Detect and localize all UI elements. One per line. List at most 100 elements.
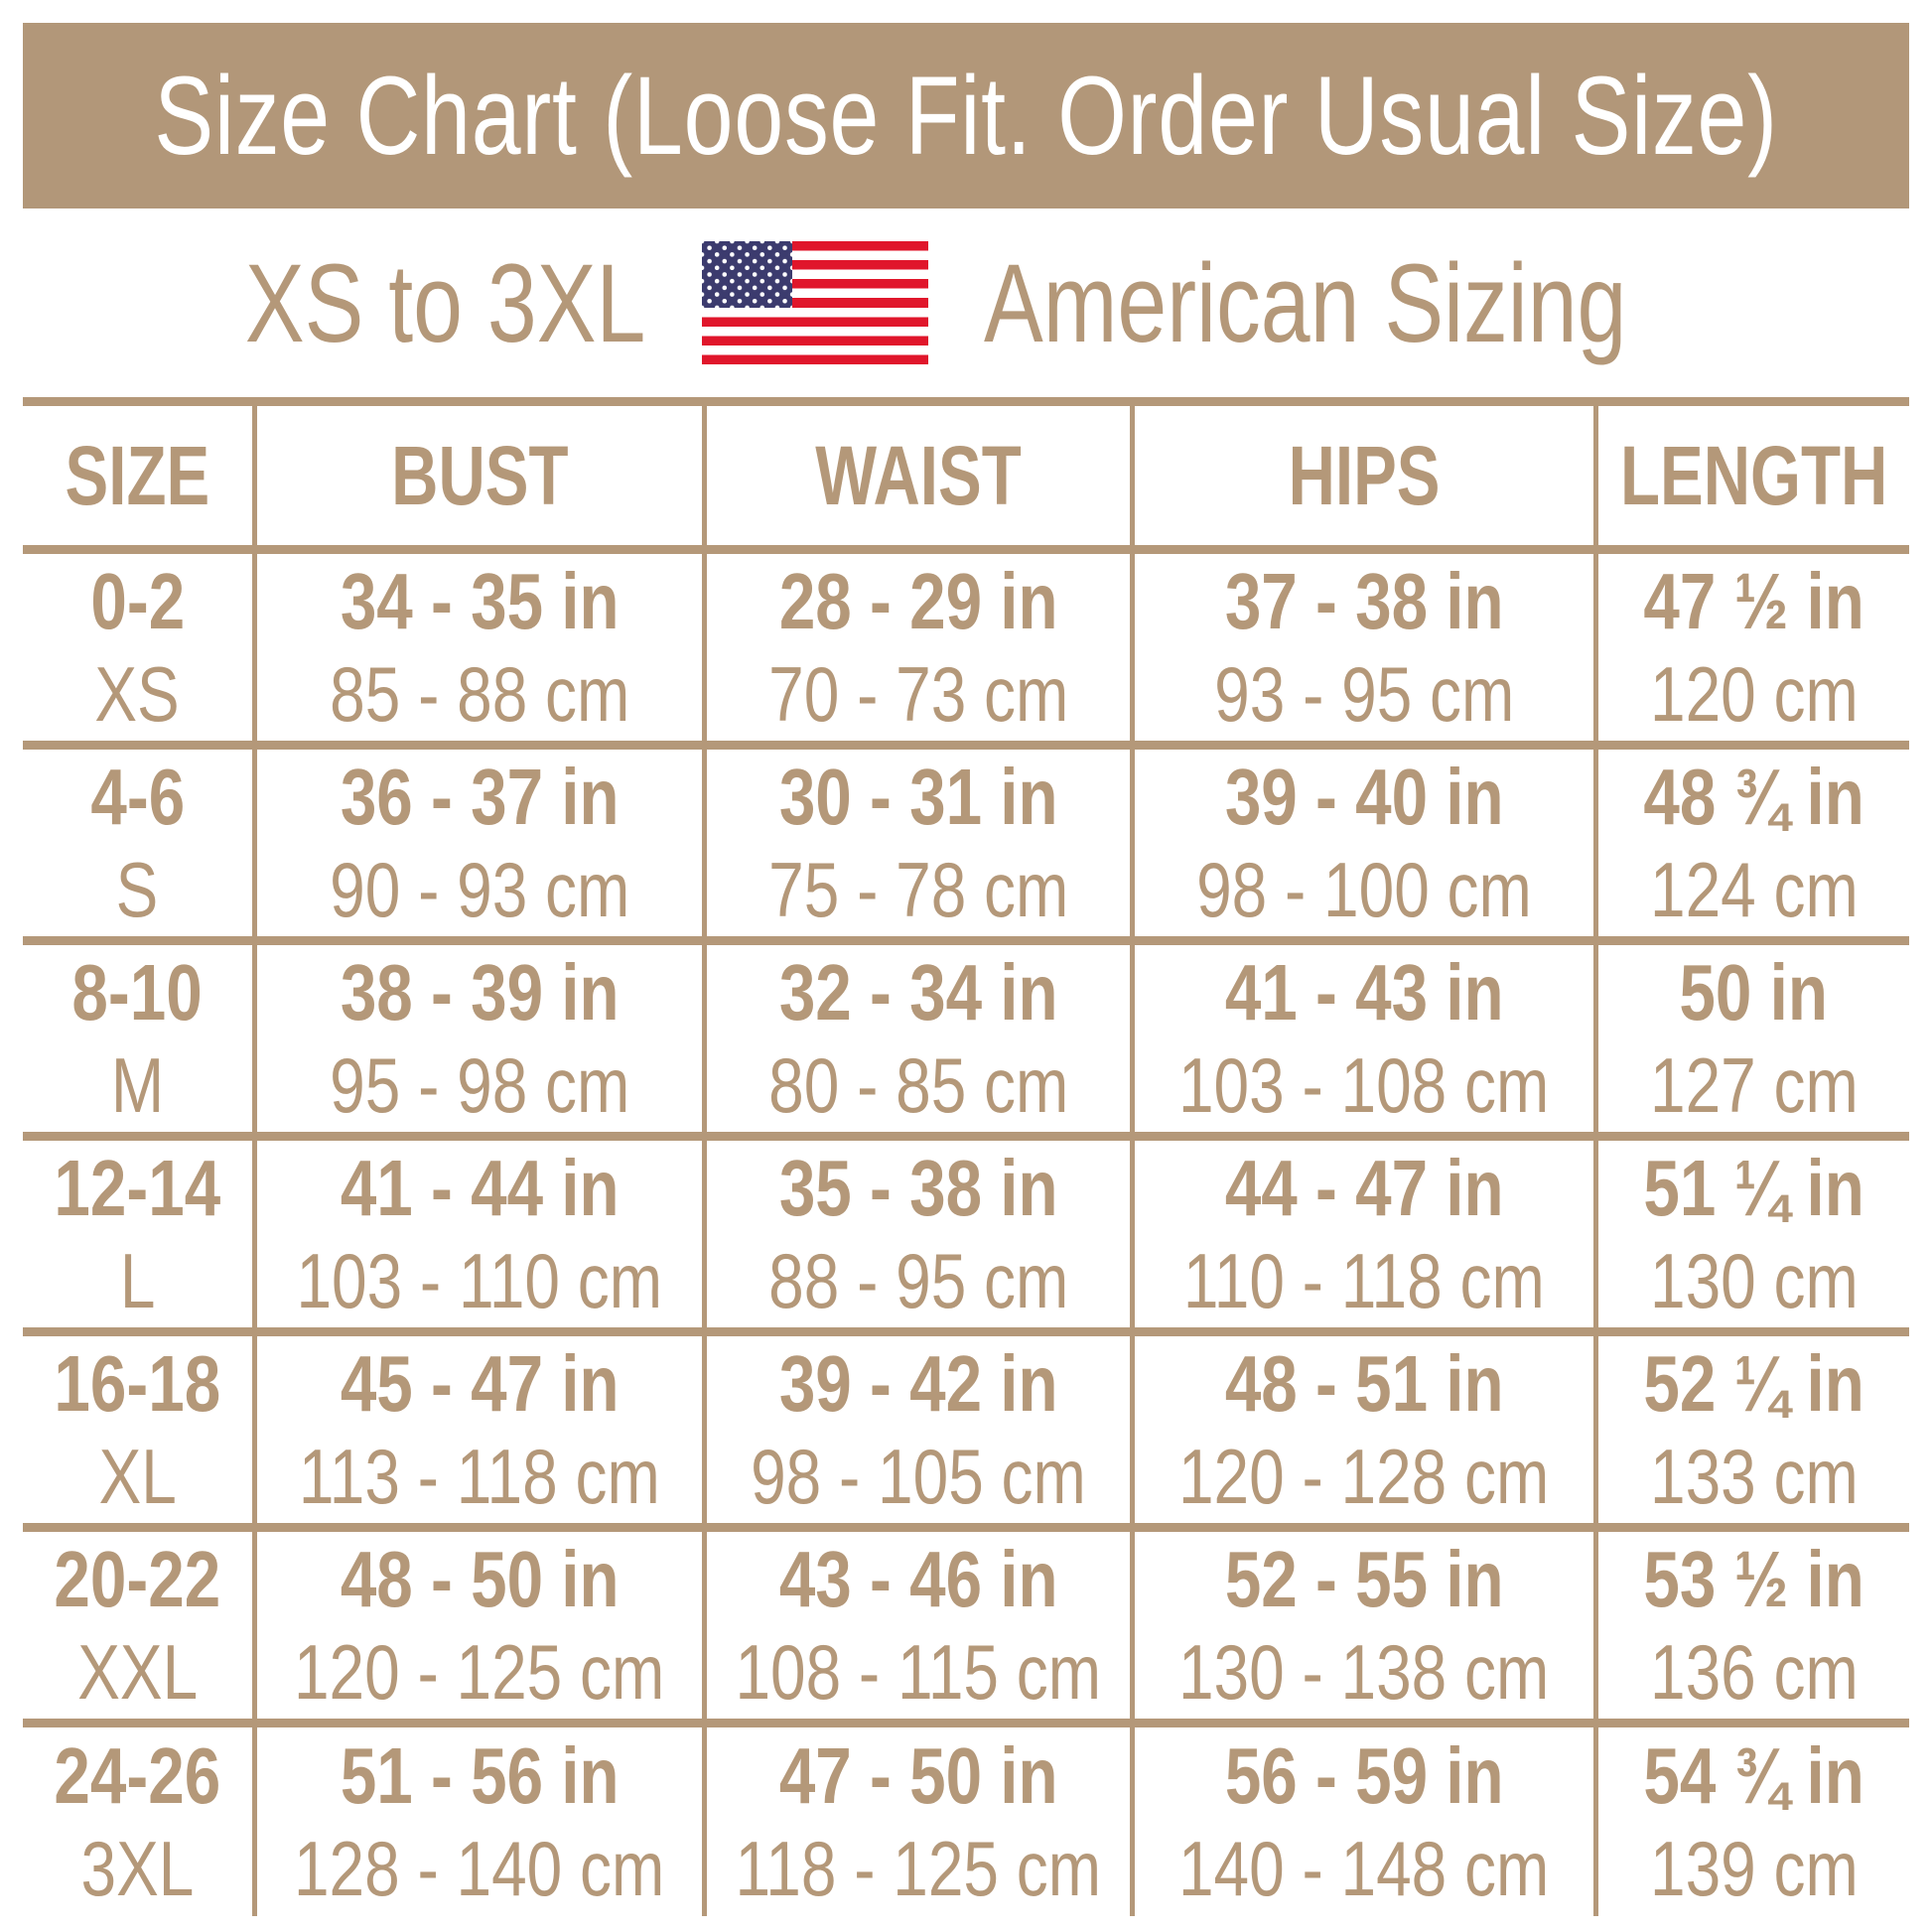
header-cell-length: LENGTH	[1593, 406, 1909, 545]
hips-cm: 110 - 118 cm	[1183, 1237, 1545, 1324]
bust-cm: 120 - 125 cm	[294, 1628, 665, 1716]
length-inches: 47 ½ in	[1643, 557, 1864, 645]
length-inches: 48 ¾ in	[1643, 753, 1864, 841]
hips-inches: 52 - 55 in	[1224, 1535, 1504, 1623]
table-row: 24-26 3XL 51 - 56 in 128 - 140 cm 47 - 5…	[23, 1727, 1909, 1916]
hips-cell: 56 - 59 in 140 - 148 cm	[1130, 1727, 1593, 1916]
length-cell: 51 ¼ in 130 cm	[1593, 1141, 1909, 1327]
waist-cell: 43 - 46 in 108 - 115 cm	[702, 1532, 1130, 1719]
subtitle: XS to 3XL American Sizing	[23, 210, 1909, 395]
bust-cell: 34 - 35 in 85 - 88 cm	[252, 554, 702, 741]
hips-inches: 39 - 40 in	[1224, 753, 1504, 841]
length-cell: 47 ½ in 120 cm	[1593, 554, 1909, 741]
bust-cell: 48 - 50 in 120 - 125 cm	[252, 1532, 702, 1719]
waist-inches: 28 - 29 in	[778, 557, 1058, 645]
bust-inches: 34 - 35 in	[340, 557, 620, 645]
length-inches: 50 in	[1679, 948, 1829, 1036]
waist-inches: 39 - 42 in	[778, 1339, 1058, 1428]
bust-inches: 36 - 37 in	[340, 753, 620, 841]
hips-cm: 140 - 148 cm	[1178, 1825, 1550, 1912]
waist-cell: 39 - 42 in 98 - 105 cm	[702, 1336, 1130, 1523]
bust-inches: 48 - 50 in	[340, 1535, 620, 1623]
waist-inches: 35 - 38 in	[778, 1144, 1058, 1232]
hips-cell: 44 - 47 in 110 - 118 cm	[1130, 1141, 1593, 1327]
waist-cm: 75 - 78 cm	[767, 846, 1069, 933]
page-title: Size Chart (Loose Fit. Order Usual Size)	[154, 54, 1778, 178]
size-us-value: 0-2	[90, 557, 185, 645]
waist-cm: 118 - 125 cm	[735, 1825, 1102, 1912]
size-cell: 16-18 XL	[23, 1336, 252, 1523]
waist-cm: 80 - 85 cm	[767, 1041, 1069, 1129]
size-cell: 0-2 XS	[23, 554, 252, 741]
size-intl-value: XXL	[77, 1628, 198, 1716]
table-row: 8-10 M 38 - 39 in 95 - 98 cm 32 - 34 in …	[23, 945, 1909, 1141]
hips-cell: 52 - 55 in 130 - 138 cm	[1130, 1532, 1593, 1719]
sizing-system-label: American Sizing	[983, 240, 1626, 365]
bust-inches: 41 - 44 in	[340, 1144, 620, 1232]
hips-cm: 98 - 100 cm	[1196, 846, 1532, 933]
length-cm: 124 cm	[1649, 846, 1859, 933]
bust-cell: 45 - 47 in 113 - 118 cm	[252, 1336, 702, 1523]
length-cell: 54 ¾ in 139 cm	[1593, 1727, 1909, 1916]
length-cm: 139 cm	[1649, 1825, 1859, 1912]
size-cell: 24-26 3XL	[23, 1727, 252, 1916]
header-cell-hips: HIPS	[1130, 406, 1593, 545]
table-row: 0-2 XS 34 - 35 in 85 - 88 cm 28 - 29 in …	[23, 554, 1909, 750]
hips-cm: 120 - 128 cm	[1178, 1433, 1550, 1520]
length-inches: 54 ¾ in	[1643, 1731, 1864, 1820]
header-cell-waist: WAIST	[702, 406, 1130, 545]
waist-cell: 28 - 29 in 70 - 73 cm	[702, 554, 1130, 741]
hips-inches: 44 - 47 in	[1224, 1144, 1504, 1232]
waist-cm: 70 - 73 cm	[767, 650, 1069, 738]
size-range-label: XS to 3XL	[245, 240, 646, 365]
hips-cm: 103 - 108 cm	[1178, 1041, 1550, 1129]
column-header: LENGTH	[1619, 428, 1888, 522]
size-us-value: 12-14	[54, 1144, 221, 1232]
length-cm: 130 cm	[1649, 1237, 1859, 1324]
length-inches: 53 ½ in	[1643, 1535, 1864, 1623]
length-inches: 52 ¼ in	[1643, 1339, 1864, 1428]
bust-cm: 103 - 110 cm	[296, 1237, 663, 1324]
size-us-value: 24-26	[54, 1731, 221, 1820]
size-intl-value: XL	[98, 1433, 177, 1520]
size-cell: 4-6 S	[23, 750, 252, 936]
waist-inches: 30 - 31 in	[778, 753, 1058, 841]
size-us-value: 16-18	[54, 1339, 221, 1428]
us-flag-canton	[701, 241, 792, 308]
length-cm: 136 cm	[1649, 1628, 1859, 1716]
length-cm: 120 cm	[1649, 650, 1859, 738]
waist-cell: 32 - 34 in 80 - 85 cm	[702, 945, 1130, 1132]
column-header: WAIST	[815, 428, 1022, 522]
length-cell: 53 ½ in 136 cm	[1593, 1532, 1909, 1719]
title-banner: Size Chart (Loose Fit. Order Usual Size)	[23, 23, 1909, 208]
bust-cell: 36 - 37 in 90 - 93 cm	[252, 750, 702, 936]
bust-cell: 51 - 56 in 128 - 140 cm	[252, 1727, 702, 1916]
bust-cm: 128 - 140 cm	[294, 1825, 665, 1912]
length-cell: 48 ¾ in 124 cm	[1593, 750, 1909, 936]
table-header-row: SIZE BUST WAIST HIPS LENGTH	[23, 397, 1909, 554]
hips-cell: 48 - 51 in 120 - 128 cm	[1130, 1336, 1593, 1523]
length-cm: 133 cm	[1649, 1433, 1859, 1520]
hips-cell: 39 - 40 in 98 - 100 cm	[1130, 750, 1593, 936]
length-cell: 52 ¼ in 133 cm	[1593, 1336, 1909, 1523]
size-cell: 8-10 M	[23, 945, 252, 1132]
table-row: 16-18 XL 45 - 47 in 113 - 118 cm 39 - 42…	[23, 1336, 1909, 1532]
length-cell: 50 in 127 cm	[1593, 945, 1909, 1132]
header-cell-bust: BUST	[252, 406, 702, 545]
size-us-value: 20-22	[54, 1535, 221, 1623]
size-us-value: 4-6	[90, 753, 185, 841]
bust-inches: 51 - 56 in	[340, 1731, 620, 1820]
waist-cm: 98 - 105 cm	[751, 1433, 1086, 1520]
waist-cm: 108 - 115 cm	[735, 1628, 1102, 1716]
size-intl-value: L	[119, 1237, 156, 1324]
header-cell-size: SIZE	[23, 406, 252, 545]
hips-cell: 37 - 38 in 93 - 95 cm	[1130, 554, 1593, 741]
waist-cell: 30 - 31 in 75 - 78 cm	[702, 750, 1130, 936]
column-header: BUST	[390, 428, 569, 522]
bust-inches: 45 - 47 in	[340, 1339, 620, 1428]
bust-cm: 90 - 93 cm	[329, 846, 630, 933]
bust-cm: 95 - 98 cm	[329, 1041, 630, 1129]
size-intl-value: S	[116, 846, 159, 933]
size-chart-table: SIZE BUST WAIST HIPS LENGTH 0-2 XS 34 - …	[23, 397, 1909, 1916]
length-inches: 51 ¼ in	[1643, 1144, 1864, 1232]
